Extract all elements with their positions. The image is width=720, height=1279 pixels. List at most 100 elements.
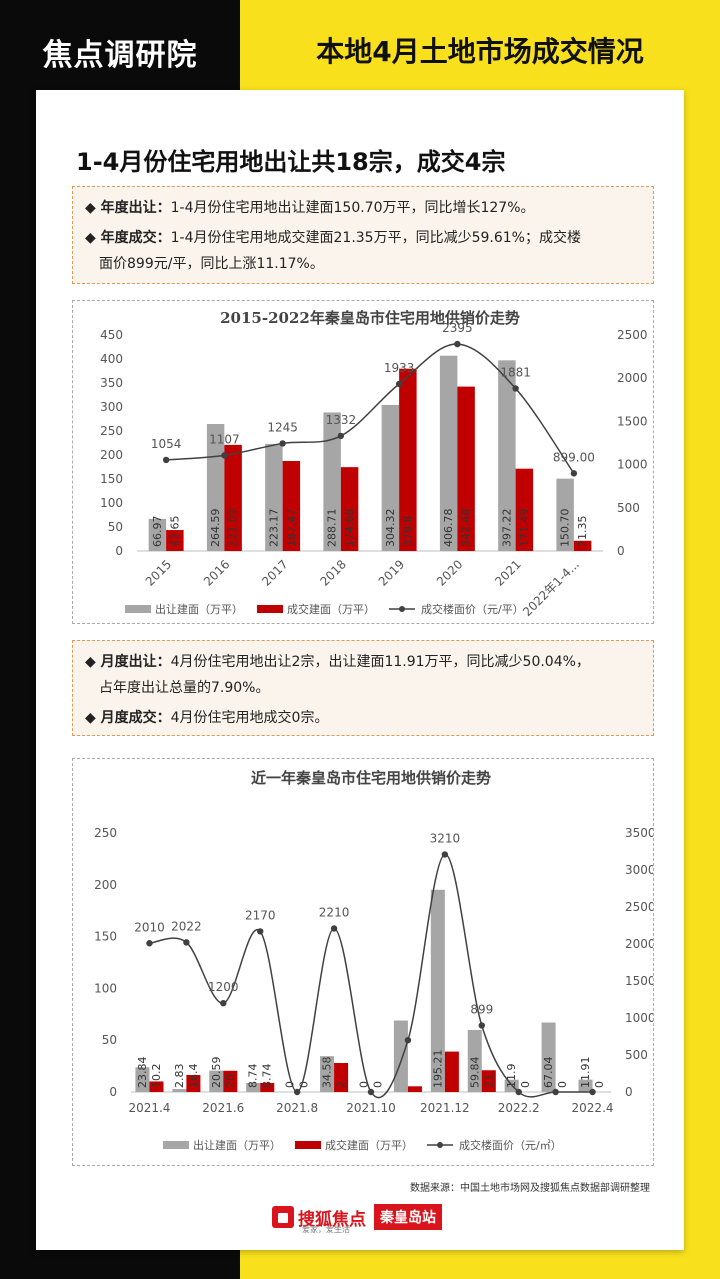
- x-tick-label: 2021.12: [420, 1101, 470, 1115]
- bar-deal: [224, 444, 242, 551]
- bar-supply: [430, 889, 445, 1092]
- price-point: [183, 939, 190, 946]
- bar-supply: [381, 404, 400, 551]
- data-label-supply: 67.04: [542, 1057, 555, 1089]
- bar-supply: [467, 1030, 482, 1092]
- x-tick-label: 2022年1-4...: [520, 557, 582, 619]
- price-label: 899.00: [553, 450, 595, 464]
- data-label-supply: 195.21: [431, 1050, 444, 1089]
- x-tick-label: 2021.4: [128, 1101, 170, 1115]
- legend-swatch-deal: [295, 1141, 321, 1149]
- price-label: 2395: [442, 321, 473, 335]
- price-point: [552, 1088, 559, 1096]
- y-tick-label: 50: [108, 520, 123, 534]
- bar-deal: [334, 1062, 349, 1092]
- legend-label-deal: 成交建面（万平）: [287, 602, 375, 616]
- price-label: 1107: [209, 432, 240, 446]
- price-label: 1933: [384, 361, 415, 375]
- x-tick-label: 2021.8: [276, 1101, 318, 1115]
- bar-supply: [135, 1067, 150, 1092]
- y-tick-label: 50: [102, 1033, 117, 1047]
- x-tick-label: 2021.6: [202, 1101, 244, 1115]
- data-label-deal: 2: [335, 1081, 348, 1088]
- chart-monthly: 近一年秦皇岛市住宅用地供销价走势 0 50 100 150 200 250 0 500 1000 1…: [72, 758, 656, 1166]
- bar-deal: [515, 468, 534, 551]
- bar-supply: [209, 1070, 224, 1092]
- bar-deal: [186, 1075, 201, 1092]
- data-label-deal: 43.65: [168, 516, 181, 548]
- legend-label-supply: 出让建面（万平）: [155, 602, 243, 616]
- price-point: [162, 456, 170, 464]
- y2-tick-label: 1000: [625, 1011, 653, 1025]
- bar-deal: [340, 467, 359, 551]
- x-tick-label: 2020: [434, 557, 465, 588]
- x-tick-label: 2019: [376, 557, 407, 588]
- price-point: [589, 1088, 596, 1096]
- legend-swatch-price-point: [437, 1142, 443, 1148]
- y2-tick-label: 2500: [617, 328, 648, 342]
- y-tick-label: 450: [100, 328, 123, 342]
- house-icon: [272, 1206, 294, 1228]
- legend-label-price: 成交楼面价（元/平）: [421, 602, 524, 616]
- y-tick-label: 200: [94, 878, 117, 892]
- data-label-supply: 23.84: [136, 1057, 149, 1089]
- data-label-supply: 2.83: [173, 1064, 186, 1089]
- data-label-supply: 34.58: [321, 1057, 334, 1089]
- page-title: 本地4月土地市场成交情况: [316, 35, 644, 68]
- x-tick-label: 2022.2: [498, 1101, 540, 1115]
- y-tick-label: 0: [115, 544, 123, 558]
- bar-supply: [439, 355, 458, 551]
- y2-tick-label: 500: [625, 1048, 648, 1062]
- data-label-deal: 174.68: [343, 509, 356, 548]
- data-label-deal: 8.74: [261, 1064, 274, 1089]
- report-card: 1-4月份住宅用地出让共18宗，成交4宗 ◆ 年度出让：1-4月份住宅用地出让建…: [36, 90, 684, 1250]
- note-monthly-supply: ◆ 月度出让：4月份住宅用地出让2宗，出让建面11.91万平，同比减少50.04…: [85, 654, 590, 696]
- price-point: [330, 925, 338, 932]
- brand-title: 焦点调研院: [42, 38, 198, 73]
- logo-badge: 秦皇岛站: [374, 1204, 442, 1230]
- annual-notes: ◆ 年度出让：1-4月份住宅用地出让建面150.70万平，同比增长127%。 ◆…: [72, 186, 654, 284]
- price-label: 1332: [326, 413, 357, 427]
- note-annual-deal: ◆ 年度成交：1-4月份住宅用地成交建面21.35万平，同比减少59.61%；成…: [85, 230, 581, 272]
- data-label-supply: 397.22: [500, 509, 513, 548]
- data-label-deal: 342.48: [460, 509, 473, 548]
- y2-tick-label: 500: [617, 501, 640, 515]
- data-label-deal: 0: [556, 1081, 569, 1088]
- price-label: 2022: [171, 919, 202, 933]
- y2-tick-label: 1500: [625, 974, 653, 988]
- x-tick-label: 2022.4: [572, 1101, 614, 1115]
- bar-deal: [260, 1082, 275, 1092]
- bar-deal: [407, 1086, 422, 1092]
- y-tick-label: 150: [100, 472, 123, 486]
- data-label-deal: 16.4: [187, 1064, 200, 1089]
- legend-label-price: 成交楼面价（元/㎡）: [459, 1138, 562, 1152]
- price-point: [404, 1037, 412, 1044]
- price-point: [512, 385, 519, 392]
- legend-swatch-deal: [257, 605, 283, 613]
- price-point: [367, 1088, 375, 1096]
- y2-tick-label: 1000: [617, 458, 648, 472]
- x-tick-label: 2015: [143, 557, 174, 588]
- y-tick-label: 100: [100, 496, 123, 510]
- x-tick-label: 2021.10: [346, 1101, 396, 1115]
- bar-supply: [246, 1082, 261, 1092]
- x-tick-label: 2016: [201, 557, 232, 588]
- bar-supply: [320, 1056, 335, 1092]
- sohu-focus-logo: 搜狐焦点 爱家，爱生活 秦皇岛站: [272, 1202, 442, 1234]
- y-tick-label: 400: [100, 352, 123, 366]
- y2-tick-label: 1500: [617, 414, 648, 428]
- y2-tick-label: 2000: [625, 937, 653, 951]
- data-label-deal: 0: [298, 1081, 311, 1088]
- chart-annual: 2015-2022年秦皇岛市住宅用地供销价走势 0 50 100 150 200 250 30…: [72, 300, 654, 624]
- note-monthly-deal: ◆ 月度成交：4月份住宅用地成交0宗。: [85, 710, 329, 726]
- price-label: 1881: [500, 365, 531, 379]
- legend-swatch-price-point: [399, 606, 405, 612]
- price-line: [149, 853, 593, 1099]
- price-label: 2010: [134, 920, 165, 934]
- price-label: 1054: [151, 437, 182, 451]
- data-label-deal: 187.47: [285, 509, 298, 548]
- y2-tick-label: 3500: [625, 826, 653, 840]
- data-source: 数据来源：中国土地市场网及搜狐焦点数据部调研整理: [410, 1183, 650, 1194]
- chart-monthly-svg: 近一年秦皇岛市住宅用地供销价走势050100150200250050010001…: [94, 769, 655, 1152]
- bar-supply: [323, 412, 341, 551]
